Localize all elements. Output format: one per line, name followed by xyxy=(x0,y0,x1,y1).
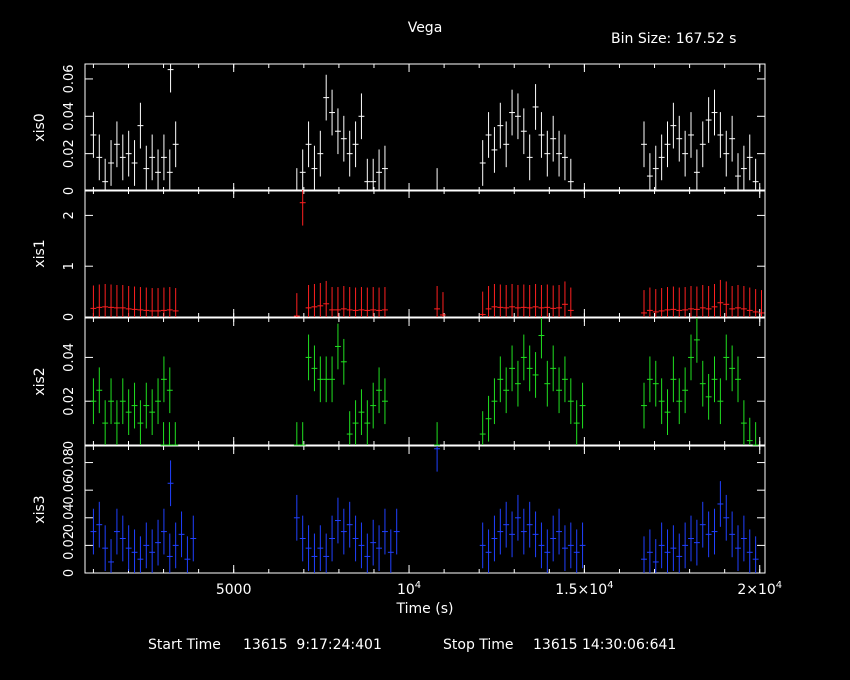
start-time-label: Start Time xyxy=(148,637,221,653)
x-tick-label: 2×104 xyxy=(737,580,782,598)
y-axis-label-xis0: xis0 xyxy=(32,113,48,141)
y-tick-label: 0.04 xyxy=(62,102,77,131)
plot-title: Vega xyxy=(407,20,443,36)
bin-size-label: Bin Size: 167.52 s xyxy=(611,31,737,47)
y-tick-label: 1 xyxy=(62,262,77,270)
y-axis-label-xis1: xis1 xyxy=(32,239,48,267)
y-tick-label: 0 xyxy=(62,313,77,321)
y-tick-label: 0.02 xyxy=(62,139,77,168)
y-tick-label: 0.06 xyxy=(62,476,77,505)
panel-frame-xis0 xyxy=(84,63,766,192)
x-tick-label: 104 xyxy=(397,580,421,598)
start-time-value: 13615 9:17:24:401 xyxy=(243,637,382,653)
y-tick-label: 0.02 xyxy=(62,387,77,416)
y-tick-label: 0.02 xyxy=(62,531,77,560)
y-tick-label: 0.08 xyxy=(62,448,77,477)
panel-frame-xis3 xyxy=(84,445,766,574)
panel-frame-xis2 xyxy=(84,317,766,446)
y-tick-label: 0.04 xyxy=(62,503,77,532)
x-tick-label: 5000 xyxy=(216,582,252,598)
stop-time-value: 13615 14:30:06:641 xyxy=(533,637,677,653)
x-axis-label: Time (s) xyxy=(396,601,454,617)
panel-frame-xis1 xyxy=(84,189,766,318)
x-tick-label: 1.5×104 xyxy=(555,580,613,598)
y-tick-label: 0 xyxy=(62,441,77,449)
y-tick-label: 0.06 xyxy=(62,64,77,93)
y-tick-label: 0.04 xyxy=(62,343,77,372)
y-axis-label-xis2: xis2 xyxy=(32,367,48,395)
y-tick-label: 2 xyxy=(62,211,77,219)
stop-time-label: Stop Time xyxy=(443,637,514,653)
y-tick-label: 0 xyxy=(62,187,77,195)
y-tick-label: 0 xyxy=(62,569,77,577)
y-axis-label-xis3: xis3 xyxy=(32,495,48,523)
